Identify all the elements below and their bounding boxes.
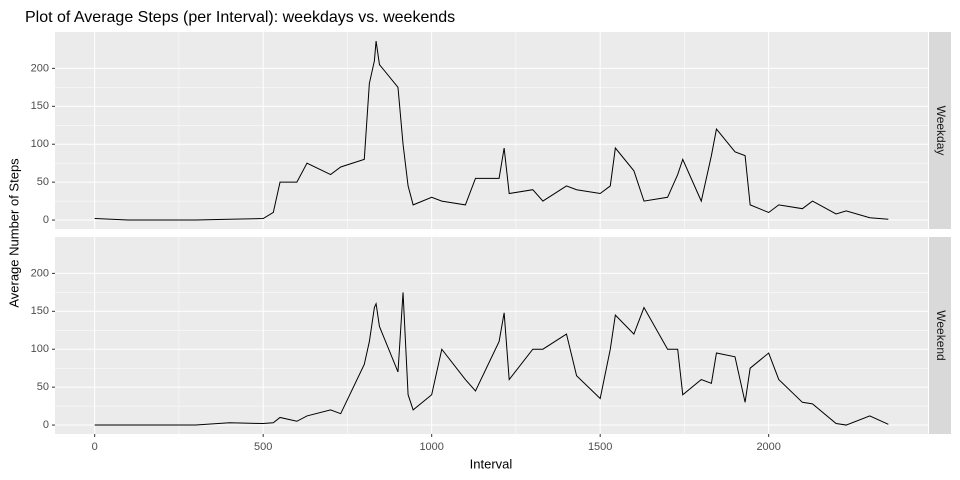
y-tick-label: 150 bbox=[31, 100, 49, 112]
chart-title: Plot of Average Steps (per Interval): we… bbox=[25, 9, 455, 26]
facet-strip-label: Weekday bbox=[934, 106, 948, 156]
facet-strip bbox=[929, 237, 951, 434]
y-tick-label: 50 bbox=[37, 176, 49, 188]
y-tick-label: 0 bbox=[43, 419, 49, 431]
panel-background bbox=[55, 237, 928, 434]
y-tick-label: 200 bbox=[31, 267, 49, 279]
y-tick-label: 150 bbox=[31, 305, 49, 317]
line-series bbox=[94, 41, 889, 221]
x-tick-label: 500 bbox=[254, 441, 272, 453]
x-axis-label: Interval bbox=[470, 456, 513, 471]
x-tick-label: 1500 bbox=[588, 441, 612, 453]
y-tick-label: 100 bbox=[31, 138, 49, 150]
y-tick-label: 100 bbox=[31, 343, 49, 355]
x-tick-label: 2000 bbox=[756, 441, 780, 453]
y-axis-label: Average Number of Steps bbox=[6, 158, 21, 308]
panel-background bbox=[55, 32, 928, 229]
facet-strip-label: Weekend bbox=[934, 310, 948, 360]
x-tick-label: 1000 bbox=[419, 441, 443, 453]
y-tick-label: 0 bbox=[43, 214, 49, 226]
facet-strip bbox=[929, 32, 951, 229]
y-tick-label: 50 bbox=[37, 381, 49, 393]
line-series bbox=[94, 292, 889, 426]
y-tick-label: 200 bbox=[31, 62, 49, 74]
x-tick-label: 0 bbox=[92, 441, 98, 453]
